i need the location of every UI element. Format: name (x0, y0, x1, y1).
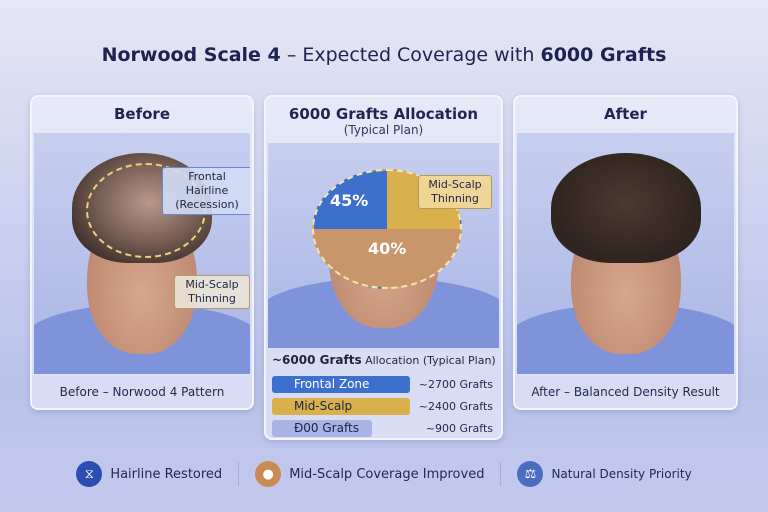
after-panel: After After – Balanced Density Result (513, 95, 738, 410)
allocation-row: Mid-Scalp ~2400 Grafts (272, 397, 493, 415)
allocation-photo: 45% 40% Mid-Scalp Thinning (268, 143, 499, 348)
allocation-panel: 6000 Grafts Allocation (Typical Plan) 45… (264, 95, 503, 440)
after-caption: After – Balanced Density Result (515, 374, 736, 408)
row-value: ~2400 Grafts (418, 399, 493, 413)
allocation-heading: 6000 Grafts Allocation (288, 105, 479, 123)
benefit-mid-scalp: ● Mid-Scalp Coverage Improved (255, 461, 484, 487)
scale-balance-icon: ⚖ (517, 461, 544, 487)
before-heading: Before (113, 105, 170, 123)
allocation-summary: ~6000 Grafts Allocation (Typical Plan) (272, 353, 496, 367)
row-value: ~900 Grafts (425, 421, 493, 435)
benefits-bar: ⧖ Hairline Restored ● Mid-Scalp Coverage I… (0, 448, 768, 500)
location-pin-icon: ● (255, 461, 282, 487)
benefit-density: ⚖ Natural Density Priority (517, 461, 692, 487)
before-caption: Before – Norwood 4 Pattern (32, 374, 252, 408)
benefit-hairline: ⧖ Hairline Restored (76, 461, 222, 487)
bar-frontal: Frontal Zone (272, 375, 410, 393)
allocation-row: Frontal Zone ~2700 Grafts (272, 375, 493, 393)
after-photo (517, 133, 734, 374)
allocation-subheading: (Typical Plan) (343, 123, 424, 137)
bar-other: Ð00 Grafts (272, 419, 372, 437)
allocation-row: Ð00 Grafts ~900 Grafts (272, 419, 493, 437)
page-title: Norwood Scale 4 – Expected Coverage with… (101, 44, 667, 66)
after-heading: After (604, 105, 647, 123)
row-value: ~2700 Grafts (418, 377, 493, 391)
bar-mid-scalp: Mid-Scalp (272, 397, 410, 415)
pct-mid: 40% (368, 239, 407, 258)
before-photo: Frontal Hairline (Recession) Mid-Scalp T… (34, 133, 250, 374)
mid-scalp-label: Mid-Scalp Thinning (174, 275, 250, 309)
frontal-hairline-label: Frontal Hairline (Recession) (162, 167, 250, 215)
dna-icon: ⧖ (76, 461, 103, 487)
pct-frontal: 45% (330, 191, 369, 210)
before-panel: Before Frontal Hairline (Recession) Mid-… (30, 95, 254, 410)
mid-scalp-label: Mid-Scalp Thinning (418, 175, 492, 209)
